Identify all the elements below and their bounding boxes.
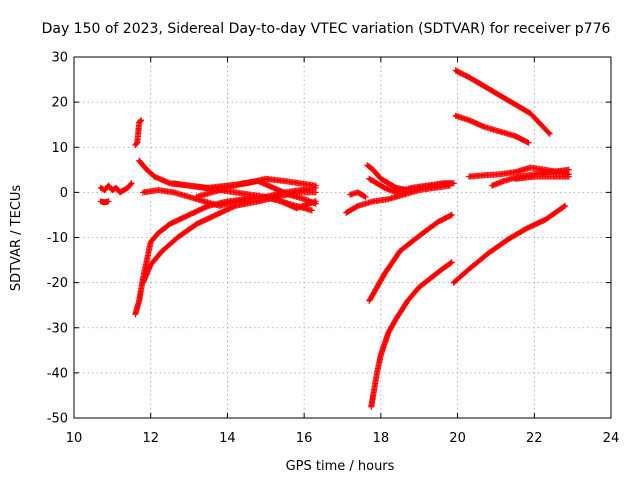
y-tick-label: 10: [51, 141, 68, 156]
data-track: [452, 112, 532, 146]
track-markers: [97, 198, 112, 206]
track-markers: [343, 182, 453, 216]
x-tick-label: 12: [142, 431, 159, 446]
track-markers: [347, 189, 369, 200]
y-tick-label: -50: [47, 412, 68, 427]
data-track: [97, 180, 135, 196]
data-track: [512, 173, 572, 182]
x-tick-label: 10: [66, 431, 83, 446]
data-track: [452, 67, 553, 137]
x-tick-label: 16: [296, 431, 313, 446]
track-markers: [450, 202, 568, 286]
data-track: [193, 178, 319, 207]
data-track: [366, 211, 455, 304]
track-markers: [368, 259, 455, 410]
y-tick-label: -30: [47, 321, 68, 336]
x-axis-label: GPS time / hours: [286, 459, 395, 474]
x-tick-label: 14: [219, 431, 236, 446]
y-tick-label: -10: [47, 231, 68, 246]
track-markers: [452, 67, 553, 137]
data-track: [368, 259, 455, 410]
data-track: [343, 182, 453, 216]
y-tick-label: 0: [60, 186, 68, 201]
track-markers: [452, 112, 532, 146]
track-markers: [193, 178, 319, 207]
chart-title: Day 150 of 2023, Sidereal Day-to-day VTE…: [42, 21, 611, 37]
grid-layer: [74, 57, 611, 418]
track-markers: [132, 117, 145, 148]
x-tick-label: 24: [603, 431, 620, 446]
data-layer: [97, 67, 572, 410]
y-tick-label: -40: [47, 366, 68, 381]
y-tick-label: 20: [51, 96, 68, 111]
x-tick-label: 22: [526, 431, 543, 446]
data-track: [450, 202, 568, 286]
track-markers: [366, 211, 455, 304]
y-tick-label: 30: [51, 51, 68, 66]
y-axis-label: SDTVAR / TECUs: [9, 185, 24, 292]
tick-layer: 10 12 14 16 18 20 22 24 -50 -40 -30 -20 -10 0 10 20 30: [47, 51, 620, 447]
data-track: [347, 189, 369, 200]
data-track: [97, 198, 112, 206]
track-markers: [512, 173, 572, 182]
x-tick-label: 20: [449, 431, 466, 446]
y-tick-label: -20: [47, 276, 68, 291]
x-tick-label: 18: [373, 431, 390, 446]
data-track: [132, 117, 145, 148]
track-markers: [97, 180, 135, 196]
